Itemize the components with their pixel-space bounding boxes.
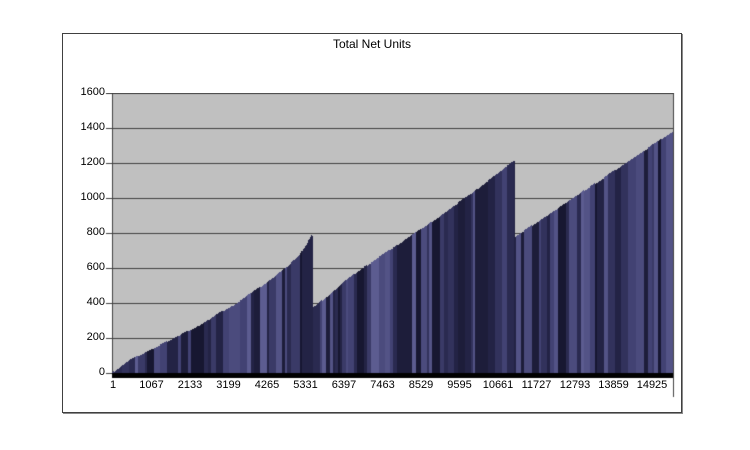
y-axis-label: 800: [86, 226, 105, 238]
x-axis-label: 4265: [254, 379, 280, 391]
y-axis-label: 400: [86, 296, 105, 308]
x-axis-label: 9595: [447, 379, 472, 391]
x-axis-label: 11727: [521, 379, 552, 391]
x-axis-label: 10661: [482, 379, 514, 391]
x-axis-label: 14925: [636, 379, 668, 391]
y-axis-label: 0: [98, 366, 105, 378]
x-axis-label: 3199: [216, 379, 241, 391]
y-axis-label: 1600: [80, 86, 105, 98]
y-axis-label: 1200: [80, 156, 105, 168]
y-axis-label: 1400: [80, 121, 105, 133]
y-axis-label: 200: [86, 331, 105, 343]
chart-title: Total Net Units: [332, 37, 412, 51]
x-axis-label: 8529: [408, 379, 434, 391]
y-axis-label: 600: [86, 261, 105, 273]
x-axis-label: 7463: [370, 379, 395, 391]
plot-area-canvas: [104, 93, 682, 405]
x-axis-label: 6397: [331, 379, 357, 391]
x-axis-label: 13859: [598, 379, 629, 391]
x-axis-label: 5331: [293, 379, 318, 391]
x-axis-label: 12793: [559, 379, 591, 391]
y-axis-label: 1000: [80, 191, 105, 203]
x-axis-label: 1: [109, 379, 117, 391]
x-axis-label: 2133: [177, 379, 203, 391]
x-axis-label: 1067: [139, 379, 164, 391]
